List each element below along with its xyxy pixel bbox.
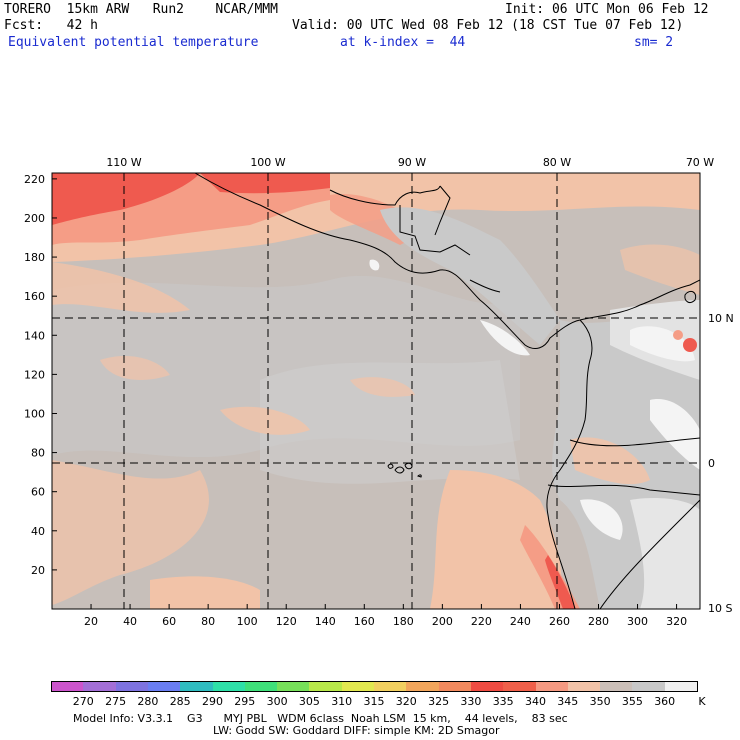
y-tick-label: 20	[31, 564, 45, 577]
colorbar-label: 280	[137, 695, 159, 708]
colorbar-swatch	[244, 681, 279, 692]
colorbar-label: 300	[266, 695, 288, 708]
x-tick-label: 100	[237, 615, 258, 628]
lat-label-10n: 10 N	[708, 312, 734, 325]
colorbar-swatch	[567, 681, 602, 692]
lat-label-0: 0	[708, 457, 715, 470]
physics-info-line: LW: Godd SW: Goddard DIFF: simple KM: 2D…	[213, 724, 500, 737]
y-tick-label: 160	[24, 290, 45, 303]
colorbar-swatch	[503, 681, 537, 692]
colorbar-label: 320	[395, 695, 417, 708]
colorbar-swatch	[212, 681, 246, 692]
x-tick-label: 260	[549, 615, 570, 628]
x-tick-label: 180	[393, 615, 414, 628]
colorbar-label: 295	[234, 695, 256, 708]
colorbar-swatch	[83, 681, 117, 692]
init-time-label: Init: 06 UTC Mon 06 Feb 12	[505, 2, 709, 17]
y-tick-label: 100	[24, 407, 45, 420]
lon-label-70w: 70 W	[686, 156, 714, 169]
lon-label-110w: 110 W	[106, 156, 141, 169]
lat-label-10s: 10 S	[708, 602, 732, 615]
x-tick-label: 60	[162, 615, 176, 628]
valid-time-label: Valid: 00 UTC Wed 08 Feb 12 (18 CST Tue …	[292, 18, 684, 33]
colorbar-swatch	[180, 681, 214, 692]
colorbar-swatch	[664, 681, 698, 692]
x-tick-label: 40	[123, 615, 137, 628]
colorbar-label: 350	[589, 695, 611, 708]
colorbar-label: 315	[363, 695, 385, 708]
colorbar-label: 360	[654, 695, 676, 708]
colorbar-label: 290	[202, 695, 223, 708]
y-tick-label: 60	[31, 486, 45, 499]
x-tick-label: 280	[588, 615, 609, 628]
y-tick-label: 120	[24, 368, 45, 381]
forecast-hour-label: Fcst: 42 h	[4, 18, 98, 33]
latlon-grid	[52, 173, 700, 609]
model-run-label: TORERO 15km ARW Run2 NCAR/MMM	[4, 2, 278, 17]
smoothing-label: sm= 2	[634, 35, 674, 50]
x-tick-label: 160	[354, 615, 375, 628]
colorbar-label: 285	[169, 695, 191, 708]
y-tick-label: 200	[24, 212, 45, 225]
colorbar-label: 340	[525, 695, 546, 708]
colorbar-swatch	[600, 681, 634, 692]
colorbar-swatch	[51, 681, 85, 692]
x-tick-label: 120	[276, 615, 297, 628]
x-tick-label: 200	[432, 615, 453, 628]
colorbar-label: 305	[298, 695, 320, 708]
lon-label-90w: 90 W	[398, 156, 426, 169]
x-tick-label: 240	[510, 615, 531, 628]
colorbar-swatch	[632, 681, 666, 692]
colorbar-label: 310	[331, 695, 353, 708]
colorbar-label: 335	[492, 695, 514, 708]
theta-e-map: 110 W 100 W 90 W 80 W 70 W 10 N 0 10 S 2…	[24, 156, 734, 628]
colorbar-label: 325	[428, 695, 450, 708]
map-fill	[52, 173, 700, 609]
colorbar-swatch	[470, 681, 505, 692]
y-tick-label: 80	[31, 447, 45, 460]
colorbar-swatch	[115, 681, 149, 692]
x-tick-label: 140	[315, 615, 336, 628]
lon-label-80w: 80 W	[543, 156, 571, 169]
x-tick-label: 320	[666, 615, 687, 628]
x-tick-label: 80	[201, 615, 215, 628]
colorbar-swatch	[309, 681, 343, 692]
y-tick-label: 140	[24, 329, 45, 342]
kindex-label: at k-index = 44	[340, 35, 466, 50]
colorbar-label: 355	[621, 695, 643, 708]
colorbar-label: 345	[557, 695, 579, 708]
colorbar-swatch	[374, 681, 408, 692]
colorbar-swatch	[341, 681, 375, 692]
colorbar-swatch	[438, 681, 472, 692]
field-name-label: Equivalent potential temperature	[8, 35, 259, 50]
plot-frame	[51, 172, 701, 610]
x-tick-label: 20	[84, 615, 98, 628]
colorbar-label: 270	[72, 695, 94, 708]
colorbar-label: 275	[105, 695, 127, 708]
colorbar-swatch	[535, 681, 569, 692]
coastlines	[194, 173, 700, 609]
colorbar-swatch	[277, 681, 311, 692]
model-info-line: Model Info: V3.3.1 G3 MYJ PBL WDM 6class…	[73, 712, 568, 725]
colorbar-swatch	[406, 681, 440, 692]
colorbar-unit: K	[698, 695, 706, 708]
colorbar-swatch	[147, 681, 182, 692]
y-tick-label: 220	[24, 173, 45, 186]
y-tick-label: 180	[24, 251, 45, 264]
x-tick-label: 220	[471, 615, 492, 628]
x-tick-label: 300	[627, 615, 648, 628]
lon-label-100w: 100 W	[250, 156, 285, 169]
colorbar-label: 330	[460, 695, 482, 708]
y-tick-label: 40	[31, 525, 45, 538]
